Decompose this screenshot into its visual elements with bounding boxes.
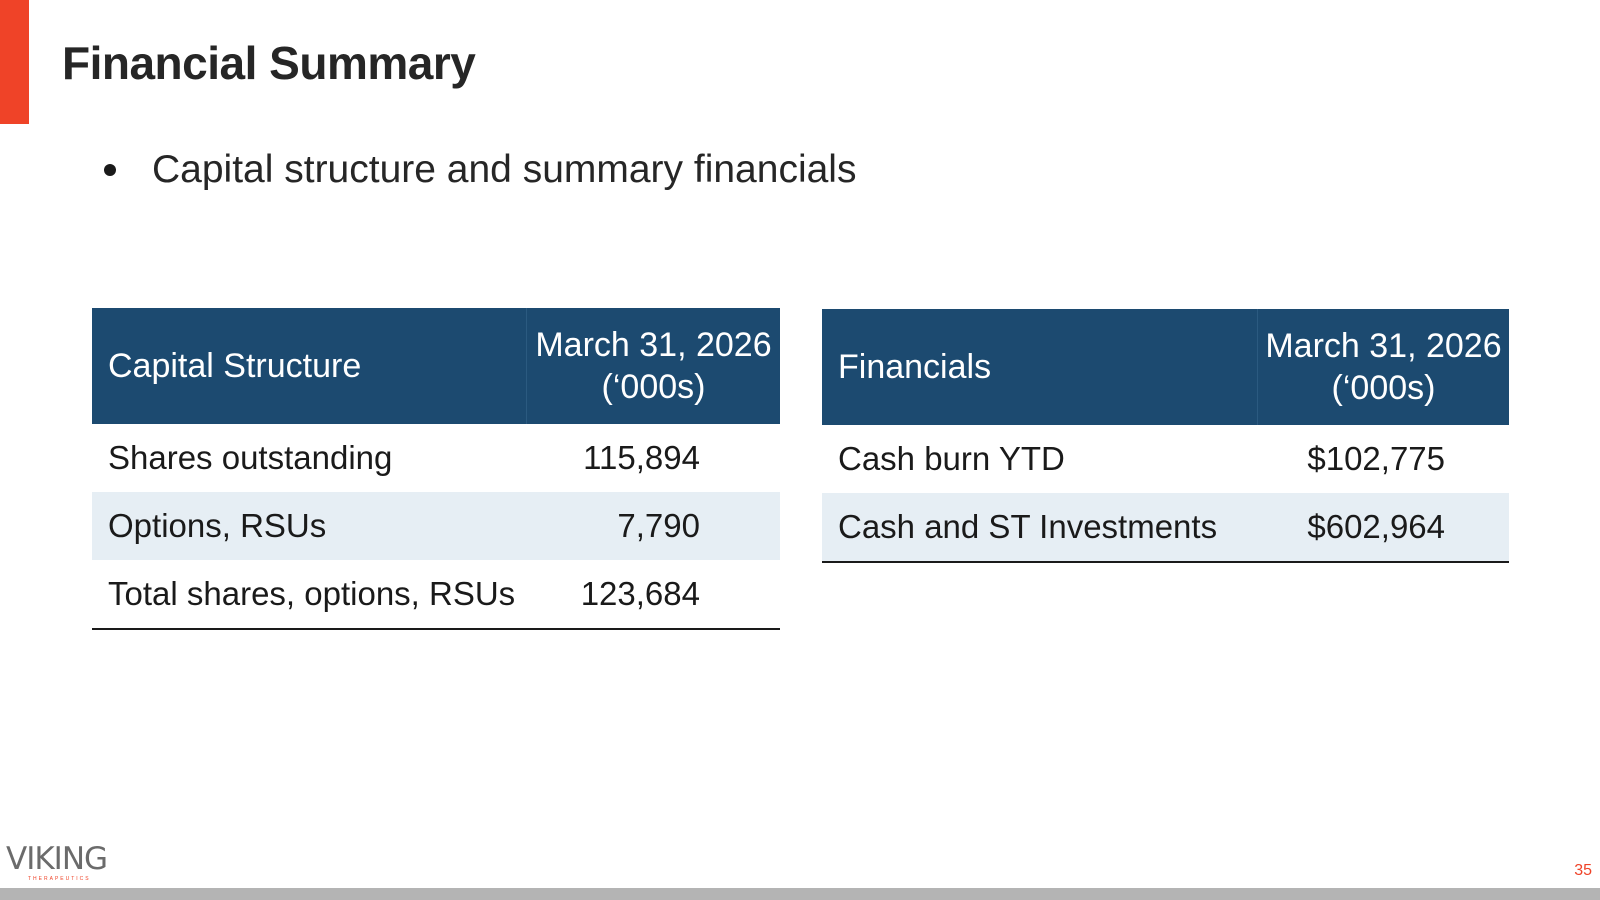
- row-label: Total shares, options, RSUs: [92, 560, 527, 630]
- bullet-text: Capital structure and summary financials: [152, 148, 857, 191]
- column-header-date: March 31, 2026 (‘000s): [526, 308, 780, 424]
- table-header-row: Financials March 31, 2026 (‘000s): [822, 309, 1509, 425]
- financials-table: Financials March 31, 2026 (‘000s) Cash b…: [822, 309, 1509, 563]
- company-logo: VIKING THERAPEUTICS: [6, 842, 118, 882]
- table-row: Options, RSUs 7,790: [92, 492, 780, 560]
- row-label: Cash and ST Investments: [822, 493, 1258, 563]
- header-date-line2: (‘000s): [601, 368, 706, 406]
- logo-wordmark: VIKING: [6, 841, 108, 877]
- column-header-label: Capital Structure: [92, 308, 527, 424]
- row-value: 123,684: [526, 560, 780, 630]
- table-row: Cash and ST Investments $602,964: [822, 493, 1509, 563]
- row-label: Cash burn YTD: [822, 425, 1258, 493]
- table-row: Cash burn YTD $102,775: [822, 425, 1509, 493]
- page-number: 35: [1574, 862, 1592, 879]
- logo-subtitle: THERAPEUTICS: [28, 876, 91, 882]
- title-accent-bar: [0, 0, 29, 124]
- footer-bar: [0, 888, 1600, 900]
- header-date-line1: March 31, 2026: [1265, 327, 1502, 365]
- header-date-line2: (‘000s): [1331, 369, 1436, 407]
- row-label: Options, RSUs: [92, 492, 527, 560]
- slide-title: Financial Summary: [62, 37, 476, 89]
- bullet-dot-icon: [104, 164, 116, 176]
- capital-structure-table: Capital Structure March 31, 2026 (‘000s)…: [92, 308, 780, 630]
- column-header-label: Financials: [822, 309, 1258, 425]
- bullet-point: Capital structure and summary financials: [100, 148, 856, 192]
- table-row-total: Total shares, options, RSUs 123,684: [92, 560, 780, 630]
- row-label: Shares outstanding: [92, 424, 527, 492]
- row-value: 7,790: [526, 492, 780, 560]
- table-header-row: Capital Structure March 31, 2026 (‘000s): [92, 308, 780, 424]
- row-value: $102,775: [1257, 425, 1509, 493]
- table-row: Shares outstanding 115,894: [92, 424, 780, 492]
- row-value: 115,894: [526, 424, 780, 492]
- column-header-date: March 31, 2026 (‘000s): [1257, 309, 1509, 425]
- header-date-line1: March 31, 2026: [535, 326, 772, 364]
- row-value: $602,964: [1257, 493, 1509, 563]
